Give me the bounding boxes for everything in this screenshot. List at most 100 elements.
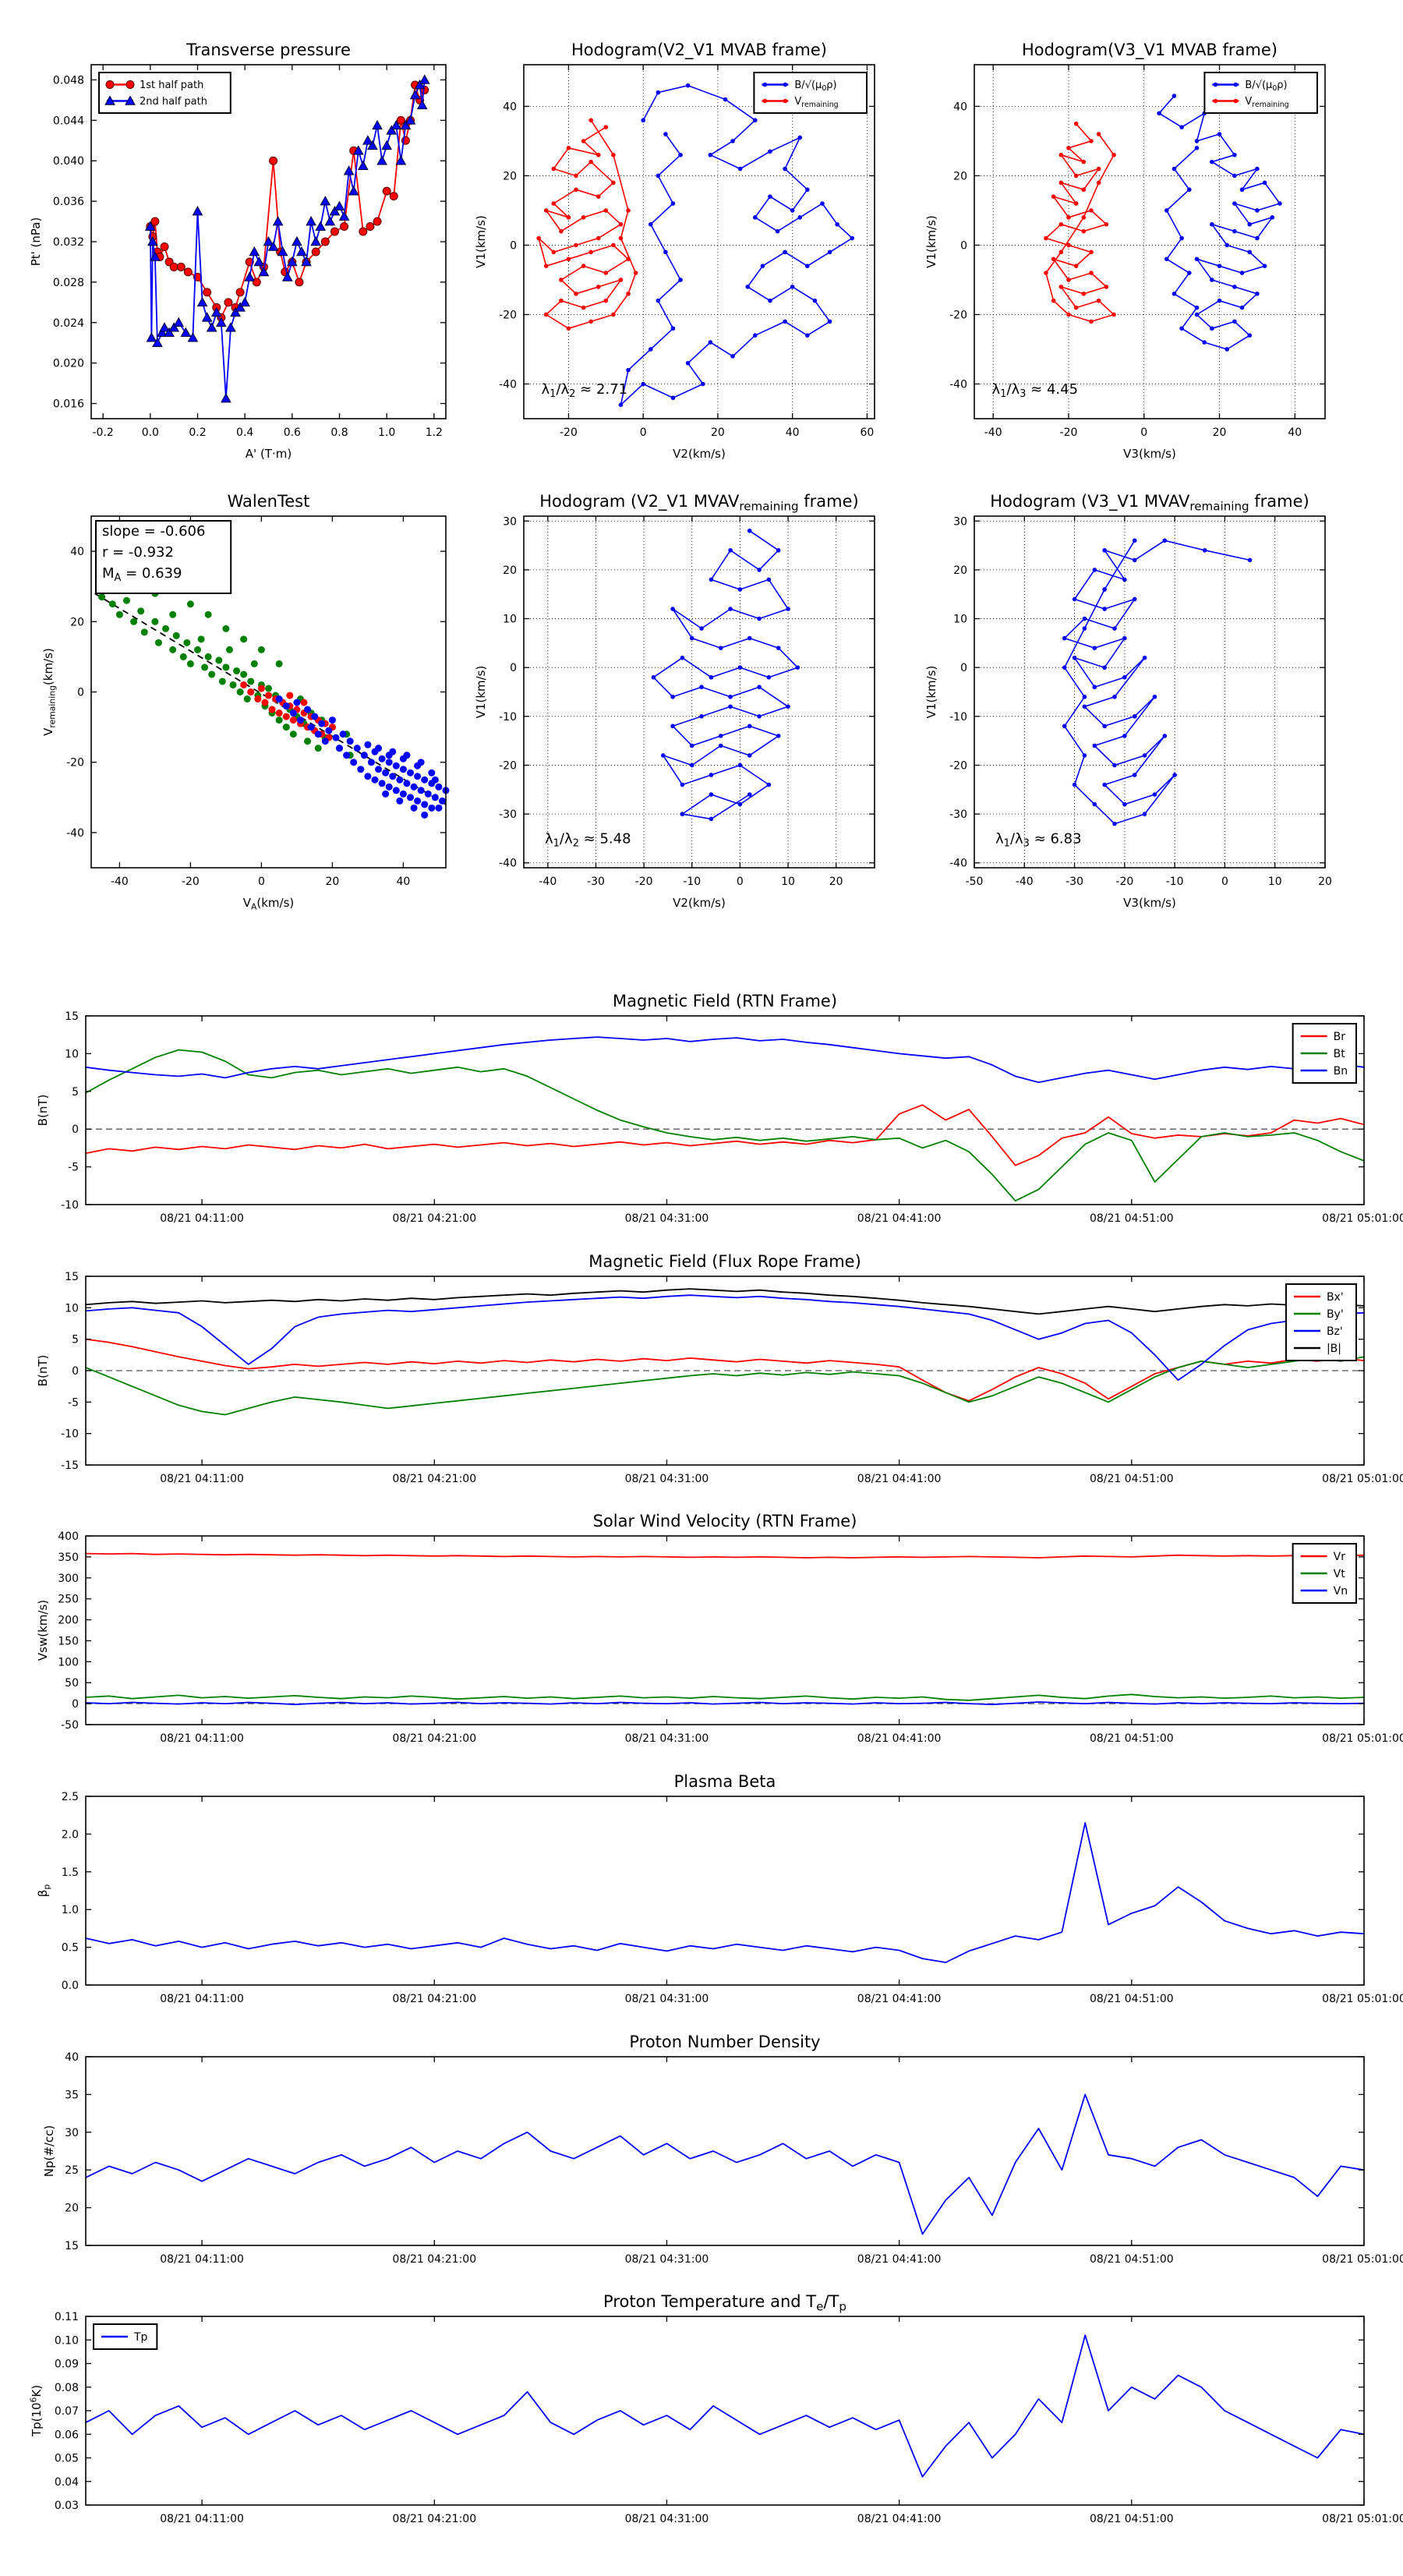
transverse-pressure-xtick: 0.4 <box>236 426 253 439</box>
hodogram-v2v1-mvav-xtick: -20 <box>635 876 653 888</box>
walen-test-xtick: 0 <box>258 876 265 888</box>
magnetic-field-flux-rope-legend-label: By' <box>1327 1308 1344 1321</box>
transverse-pressure-xtick: 0.8 <box>330 426 348 439</box>
proton-temperature-ytick: 0.11 <box>55 2311 79 2323</box>
proton-number-density-xtick: 08/21 04:41:00 <box>857 2253 942 2266</box>
magnetic-field-rtn-ylabel: B(nT) <box>36 1095 50 1127</box>
hodogram-v2v1-mvav-xtick: -30 <box>587 876 605 888</box>
solar-wind-velocity-ytick: 100 <box>58 1656 79 1668</box>
walen-test-infobox-line: MA = 0.639 <box>102 565 182 584</box>
hodogram-v2v1-mvab-ylabel: V1(km/s) <box>474 215 488 268</box>
walen-test-infobox-line: slope = -0.606 <box>102 523 205 540</box>
magnetic-field-flux-rope-xtick: 08/21 04:11:00 <box>160 1473 244 1485</box>
transverse-pressure-ytick: 0.016 <box>53 398 84 411</box>
hodogram-v3v1-mvab-legend-label: B/√(μ0ρ) <box>1245 80 1287 93</box>
hodogram-v2v1-mvab-annotation: λ1/λ2 ≈ 2.71 <box>542 381 628 400</box>
proton-temperature-ytick: 0.08 <box>55 2382 79 2394</box>
hodogram-v3v1-mvab-xtick: -40 <box>984 426 1002 439</box>
hodogram-v2v1-mvav-ytick: -10 <box>499 711 517 724</box>
hodogram-v2v1-mvav-ytick: -30 <box>499 809 517 821</box>
proton-number-density-ytick: 40 <box>65 2051 79 2064</box>
solar-wind-velocity-xtick: 08/21 05:01:00 <box>1322 1732 1403 1745</box>
proton-temperature-ylabel: Tp(106K) <box>28 2385 44 2437</box>
hodogram-v3v1-mvab-ytick: -40 <box>949 378 967 391</box>
proton-number-density-xtick: 08/21 05:01:00 <box>1322 2253 1403 2266</box>
walen-test-ytick: 20 <box>70 616 84 628</box>
hodogram-v2v1-mvav-ytick: 0 <box>510 662 517 674</box>
transverse-pressure-ytick: 0.036 <box>53 196 84 208</box>
transverse-pressure-ytick: 0.048 <box>53 74 84 87</box>
transverse-pressure-title: Transverse pressure <box>186 41 351 59</box>
magnetic-field-flux-rope-xtick: 08/21 05:01:00 <box>1322 1473 1403 1485</box>
transverse-pressure-legend-label: 2nd half path <box>140 96 207 108</box>
transverse-pressure-xlabel: A' (T·m) <box>246 447 292 461</box>
proton-temperature-xtick: 08/21 04:11:00 <box>160 2513 244 2525</box>
walen-test-ytick: -20 <box>66 757 84 770</box>
solar-wind-velocity-legend-label: Vr <box>1334 1551 1346 1563</box>
solar-wind-velocity-ytick: 250 <box>58 1594 79 1606</box>
hodogram-v2v1-mvav-xtick: -10 <box>683 876 701 888</box>
magnetic-field-flux-rope-xtick: 08/21 04:21:00 <box>392 1473 476 1485</box>
hodogram-v3v1-mvav-xlabel: V3(km/s) <box>1123 896 1176 910</box>
walen-test-xtick: 40 <box>396 876 410 888</box>
plasma-beta-xtick: 08/21 04:11:00 <box>160 1993 244 2005</box>
hodogram-v2v1-mvab-ytick: 40 <box>503 101 517 113</box>
magnetic-field-rtn-xtick: 08/21 04:11:00 <box>160 1212 244 1225</box>
solar-wind-velocity-frame <box>85 1535 1365 1725</box>
proton-number-density-ylabel: Np(#/cc) <box>42 2125 56 2178</box>
walen-test-ylabel: Vremaining(km/s) <box>41 648 57 736</box>
solar-wind-velocity-xtick: 08/21 04:41:00 <box>857 1732 942 1745</box>
hodogram-v2v1-mvab-xtick: 40 <box>786 426 800 439</box>
proton-temperature-xtick: 08/21 04:21:00 <box>392 2513 476 2525</box>
transverse-pressure-ytick: 0.032 <box>53 236 84 249</box>
walen-test-xtick: -40 <box>111 876 129 888</box>
hodogram-v3v1-mvab-xtick: -20 <box>1060 426 1078 439</box>
hodogram-v3v1-mvav-ytick: 0 <box>960 662 967 674</box>
hodogram-v3v1-mvav-ytick: -10 <box>949 711 967 724</box>
walen-test-infobox-line: r = -0.932 <box>102 544 174 561</box>
transverse-pressure-ytick: 0.040 <box>53 155 84 168</box>
magnetic-field-rtn-xtick: 08/21 04:21:00 <box>392 1212 476 1225</box>
chart-plasma-beta: 08/21 04:11:00 08/21 04:21:00 08/21 04:31:… <box>36 1772 1403 2005</box>
solar-wind-velocity-ytick: -50 <box>61 1719 79 1732</box>
chart-proton-temperature: 08/21 04:11:00 08/21 04:21:00 08/21 04:31:… <box>28 2292 1403 2525</box>
hodogram-v2v1-mvav-annotation: λ1/λ2 ≈ 5.48 <box>545 830 631 849</box>
hodogram-v2v1-mvab-xtick: 20 <box>711 426 725 439</box>
proton-number-density-ytick: 30 <box>65 2127 79 2139</box>
hodogram-v2v1-mvab-legend-label: B/√(μ0ρ) <box>794 80 836 93</box>
proton-temperature-frame <box>85 2316 1365 2506</box>
plasma-beta-ylabel: βp <box>36 1884 51 1898</box>
hodogram-v2v1-mvab-ytick: 0 <box>510 239 517 252</box>
hodogram-v2v1-mvab-title: Hodogram(V2_V1 MVAB frame) <box>571 41 827 60</box>
solar-wind-velocity-ytick: 200 <box>58 1615 79 1627</box>
hodogram-v3v1-mvab-xtick: 0 <box>1140 426 1147 439</box>
hodogram-v2v1-mvav-xtick: -40 <box>539 876 557 888</box>
solar-wind-velocity-xtick: 08/21 04:11:00 <box>160 1732 244 1745</box>
proton-number-density-xtick: 08/21 04:11:00 <box>160 2253 244 2266</box>
proton-temperature-xtick: 08/21 04:41:00 <box>857 2513 942 2525</box>
transverse-pressure-ytick: 0.020 <box>53 358 84 370</box>
plasma-beta-ytick: 0.5 <box>62 1942 79 1955</box>
solar-wind-velocity-ytick: 300 <box>58 1573 79 1585</box>
hodogram-v2v1-mvab-xtick: 0 <box>640 426 647 439</box>
solar-wind-velocity-xtick: 08/21 04:31:00 <box>625 1732 709 1745</box>
hodogram-v3v1-mvab-title: Hodogram(V3_V1 MVAB frame) <box>1022 41 1278 60</box>
proton-number-density-ytick: 35 <box>65 2089 79 2101</box>
proton-temperature-xtick: 08/21 04:51:00 <box>1090 2513 1174 2525</box>
transverse-pressure-ylabel: Pt' (nPa) <box>29 218 43 267</box>
hodogram-v3v1-mvav-annotation: λ1/λ3 ≈ 6.83 <box>995 830 1082 849</box>
hodogram-v3v1-mvav-xtick: -10 <box>1166 876 1184 888</box>
hodogram-v3v1-mvav-frame <box>974 515 1326 869</box>
magnetic-field-flux-rope-legend-label: Bx' <box>1327 1291 1344 1304</box>
magnetic-field-flux-rope-ytick: 15 <box>65 1271 79 1283</box>
hodogram-v3v1-mvab-ytick: 40 <box>953 101 967 113</box>
magnetic-field-rtn-ytick: 0 <box>72 1123 79 1136</box>
hodogram-v3v1-mvav-ytick: 30 <box>953 515 967 528</box>
proton-number-density-xtick: 08/21 04:21:00 <box>392 2253 476 2266</box>
chart-magnetic-field-flux-rope: 08/21 04:11:00 08/21 04:21:00 08/21 04:31:… <box>36 1252 1403 1485</box>
magnetic-field-flux-rope-legend-label: Bz' <box>1327 1325 1343 1338</box>
plasma-beta-xtick: 08/21 05:01:00 <box>1322 1993 1403 2005</box>
hodogram-v2v1-mvav-xtick: 10 <box>781 876 795 888</box>
hodogram-v2v1-mvab-xtick: 60 <box>861 426 875 439</box>
